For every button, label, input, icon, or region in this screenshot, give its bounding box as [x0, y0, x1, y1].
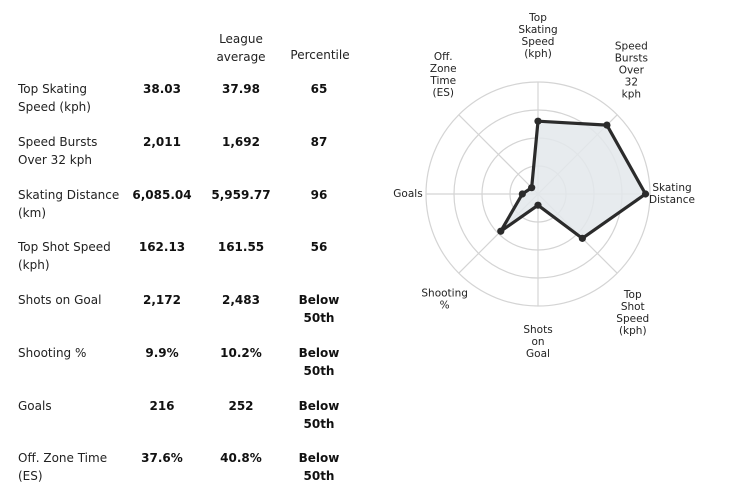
player-value: 2,011	[143, 135, 181, 149]
percentile-value: 87	[310, 135, 328, 149]
player-value: 37.6%	[141, 451, 183, 465]
axis-label: Top Skating Speed (kph)	[518, 12, 557, 60]
row-label: Goals	[18, 399, 52, 413]
player-value: 162.13	[138, 240, 186, 254]
league-average-value: 2,483	[222, 293, 260, 307]
player-value: 9.9%	[145, 346, 179, 360]
data-point	[534, 117, 542, 125]
axis-label: Top Shot Speed (kph)	[616, 289, 649, 337]
stats-table: League average Percentile Top Skating Sp…	[18, 32, 350, 483]
header-league-average: League average	[216, 32, 266, 64]
data-point	[497, 227, 505, 235]
data-point	[518, 190, 526, 198]
data-point	[641, 190, 650, 198]
percentile-value: Below 50th	[298, 293, 340, 325]
axis-label: Shooting%	[421, 287, 468, 311]
percentile-value: 65	[310, 82, 328, 96]
percentile-value: Below 50th	[298, 399, 340, 431]
row-label: Top Skating Speed (kph)	[18, 82, 91, 114]
row-label: Top Shot Speed (kph)	[18, 240, 111, 272]
row-label: Shots on Goal	[18, 293, 102, 307]
axis-label: Skating Distance	[649, 182, 695, 206]
percentile-value: 96	[310, 188, 328, 202]
league-average-value: 161.55	[217, 240, 265, 254]
data-point	[534, 201, 542, 209]
axis-label: Off. Zone Time (ES)	[429, 51, 456, 99]
league-average-value: 252	[228, 399, 254, 413]
axis-label: Speed Bursts Over 32 kph	[615, 41, 648, 101]
league-average-value: 10.2%	[220, 346, 262, 360]
radar-chart: Top Skating Speed (kph) Speed Bursts Over 32 kph…	[393, 12, 695, 360]
row-label: Speed Bursts Over 32 kph	[18, 135, 98, 167]
player-value: 2,172	[143, 293, 181, 307]
player-value: 38.03	[143, 82, 181, 96]
row-label: Shooting %	[18, 346, 87, 360]
player-value: 6,085.04	[132, 188, 192, 202]
axis-label: Goals	[393, 188, 422, 200]
percentile-value: Below 50th	[298, 346, 340, 378]
league-average-value: 37.98	[222, 82, 260, 96]
league-average-value: 1,692	[222, 135, 260, 149]
percentile-value: 56	[310, 240, 328, 254]
data-point	[603, 121, 611, 129]
series-area	[499, 119, 648, 240]
header-percentile: Percentile	[290, 48, 350, 62]
league-average-value: 40.8%	[220, 451, 262, 465]
data-point	[528, 184, 536, 192]
player-value: 216	[149, 399, 175, 413]
axis-label: Shots on Goal	[523, 324, 552, 360]
league-average-value: 5,959.77	[211, 188, 271, 202]
row-label: Off. Zone Time (ES)	[18, 451, 108, 483]
axis-spoke	[458, 114, 539, 195]
data-point	[578, 234, 586, 242]
row-label: Skating Distance (km)	[18, 188, 120, 220]
percentile-value: Below 50th	[298, 451, 340, 483]
